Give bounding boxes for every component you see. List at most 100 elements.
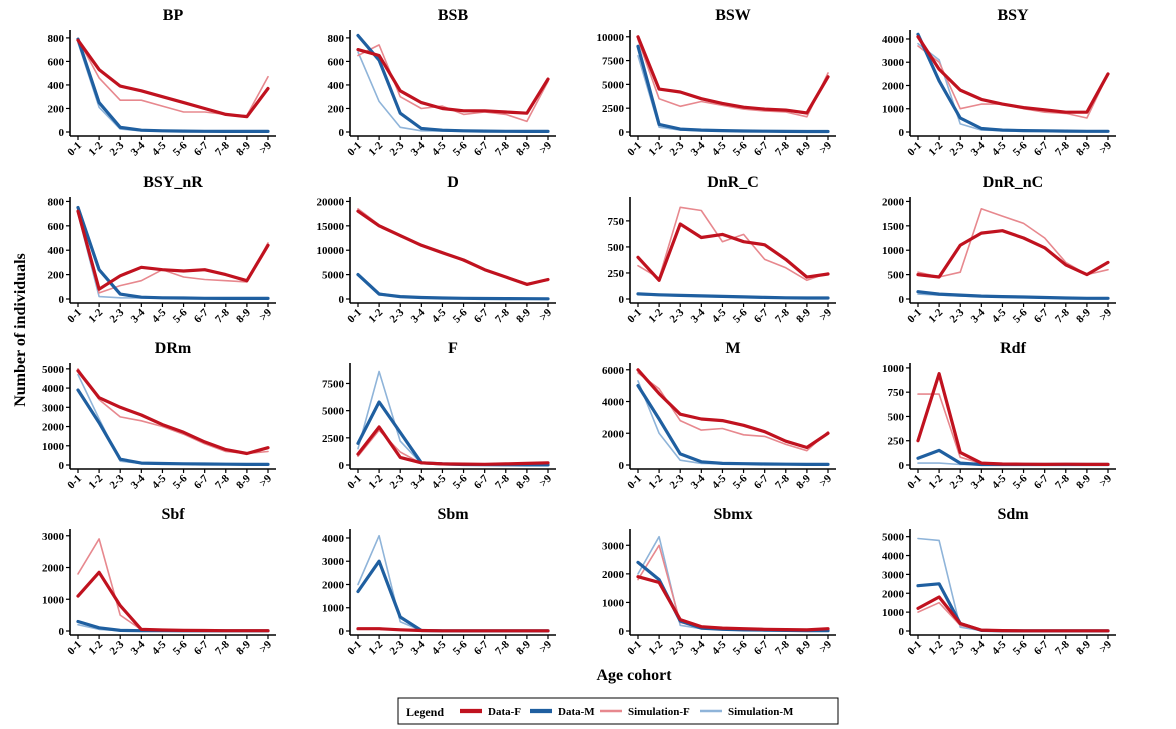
series-line-simulation-m — [77, 41, 269, 133]
x-tick-label: 0-1 — [65, 140, 84, 159]
y-tick-label: 1000 — [882, 607, 905, 619]
x-tick-label: 3-4 — [129, 139, 148, 158]
x-tick-label: 0-1 — [625, 639, 644, 658]
y-tick-label: 600 — [48, 221, 65, 233]
y-tick-label: 0 — [339, 626, 345, 638]
y-tick-label: 1000 — [882, 245, 905, 257]
y-tick-label: 750 — [608, 216, 625, 228]
x-tick-label: 0-1 — [65, 307, 84, 326]
x-tick-label: 7-8 — [773, 139, 792, 158]
y-tick-label: 400 — [48, 245, 65, 257]
series-line-data-f — [636, 368, 830, 450]
x-tick-label: 7-8 — [773, 472, 792, 491]
x-tick-label: 2-3 — [387, 139, 406, 158]
series-line-data-f — [636, 222, 830, 282]
y-axis-label: Number of individuals — [12, 253, 29, 407]
y-tick-label: 0 — [339, 294, 345, 306]
x-tick-label: 7-8 — [493, 306, 512, 325]
x-tick-label: 7-8 — [493, 472, 512, 491]
y-tick-label: 500 — [888, 270, 905, 282]
x-tick-label: 2-3 — [107, 638, 126, 657]
y-tick-label: 1000 — [882, 104, 905, 116]
x-tick-label: 4-5 — [150, 306, 169, 325]
y-tick-label: 2500 — [322, 433, 345, 445]
x-tick-label: 5-6 — [451, 139, 470, 158]
series-line-data-f — [76, 369, 270, 456]
x-tick-label: 6-7 — [472, 638, 491, 657]
x-tick-label: 8-9 — [234, 472, 253, 491]
series-line-data-f — [916, 35, 1110, 114]
y-tick-label: 3000 — [882, 57, 905, 69]
x-tick-label: 8-9 — [514, 306, 533, 325]
x-tick-label: 0-1 — [625, 307, 644, 326]
series-line-data-m — [356, 400, 550, 467]
x-tick-label: 1-2 — [366, 472, 385, 491]
series-line-data-f — [636, 575, 830, 632]
x-tick-label: 0-1 — [905, 639, 924, 658]
panel-title: BSY_nR — [143, 174, 203, 191]
x-tick-label: 5-6 — [1011, 638, 1030, 657]
y-tick-label: 4000 — [882, 551, 905, 563]
series-line-data-f — [76, 570, 270, 633]
x-tick-label: 7-8 — [1053, 306, 1072, 325]
x-tick-label: 4-5 — [710, 139, 729, 158]
x-tick-label: 1-2 — [86, 139, 105, 158]
x-tick-label: 6-7 — [1032, 306, 1051, 325]
x-tick-label: 2-3 — [947, 306, 966, 325]
x-tick-label: 7-8 — [493, 139, 512, 158]
x-tick-label: 6-7 — [752, 472, 771, 491]
x-tick-label: 4-5 — [430, 638, 449, 657]
x-tick-label: 5-6 — [731, 472, 750, 491]
y-tick-label: 0 — [619, 294, 625, 306]
y-tick-label: 0 — [619, 626, 625, 638]
y-tick-label: 200 — [48, 103, 65, 115]
x-tick-label: >9 — [537, 472, 554, 489]
x-tick-label: 6-7 — [1032, 638, 1051, 657]
panel-title: Sdm — [997, 506, 1029, 523]
x-tick-label: 3-4 — [409, 306, 428, 325]
x-tick-label: 6-7 — [192, 139, 211, 158]
x-tick-label: 8-9 — [794, 472, 813, 491]
x-tick-label: >9 — [1097, 472, 1114, 489]
y-tick-label: 2000 — [602, 428, 625, 440]
panel-bsy-nr: BSY_nR 0 200 400 600 800 0-1 1-2 2-3 3-4 4-5 5-6 6-7… — [48, 174, 276, 326]
y-tick-label: 800 — [48, 33, 65, 45]
x-tick-label: 6-7 — [752, 638, 771, 657]
y-tick-label: 20000 — [317, 196, 345, 208]
panel-bp: BP 0 200 400 600 800 0-1 1-2 2-3 3-4 4-5 5-6 6-7 7-8 8… — [48, 7, 276, 159]
y-tick-label: 5000 — [322, 270, 345, 282]
x-tick-label: 8-9 — [234, 139, 253, 158]
series-line-simulation-m — [637, 54, 829, 133]
x-tick-label: 6-7 — [1032, 472, 1051, 491]
panel-sbf: Sbf 0 1000 2000 3000 0-1 1-2 2-3 3-4 4-5 5-6 6-7 7-8… — [42, 506, 276, 657]
x-tick-label: 4-5 — [150, 472, 169, 491]
x-tick-label: 5-6 — [171, 139, 190, 158]
y-tick-label: 0 — [899, 294, 905, 306]
series-line-data-m — [636, 44, 830, 134]
series-line-data-m — [76, 37, 270, 133]
x-tick-label: 3-4 — [129, 472, 148, 491]
y-tick-label: 4000 — [602, 397, 625, 409]
panel-dnr-c: DnR_C 0 250 500 750 0-1 1-2 2-3 3-4 4-5 5-6 6-7 7-8 8… — [608, 174, 836, 326]
panel-title: Rdf — [1000, 340, 1026, 357]
y-tick-label: 7500 — [322, 378, 345, 390]
y-tick-label: 0 — [59, 127, 65, 139]
x-tick-label: 8-9 — [794, 306, 813, 325]
x-tick-label: 2-3 — [667, 638, 686, 657]
panel-sbmx: Sbmx 0 1000 2000 3000 0-1 1-2 2-3 3-4 4-5 5-6 6-7 7-… — [602, 506, 836, 657]
series-line-simulation-m — [357, 370, 549, 466]
x-tick-label: 6-7 — [752, 306, 771, 325]
y-tick-label: 250 — [888, 436, 905, 448]
y-tick-label: 3000 — [882, 569, 905, 581]
x-tick-label: >9 — [257, 139, 274, 156]
panel-rdf: Rdf 0 250 500 750 1000 0-1 1-2 2-3 3-4 4-5 5-6 6-7 7-… — [882, 340, 1116, 491]
legend: Legend Data-F Data-M Simulation-F Simulatio… — [397, 697, 839, 725]
y-tick-label: 2000 — [42, 563, 65, 575]
y-tick-label: 600 — [328, 56, 345, 68]
x-tick-label: 5-6 — [731, 306, 750, 325]
x-tick-label: 7-8 — [1053, 139, 1072, 158]
x-tick-label: 8-9 — [514, 139, 533, 158]
x-tick-label: 4-5 — [990, 472, 1009, 491]
x-tick-label: 2-3 — [947, 139, 966, 158]
x-tick-label: 4-5 — [150, 638, 169, 657]
